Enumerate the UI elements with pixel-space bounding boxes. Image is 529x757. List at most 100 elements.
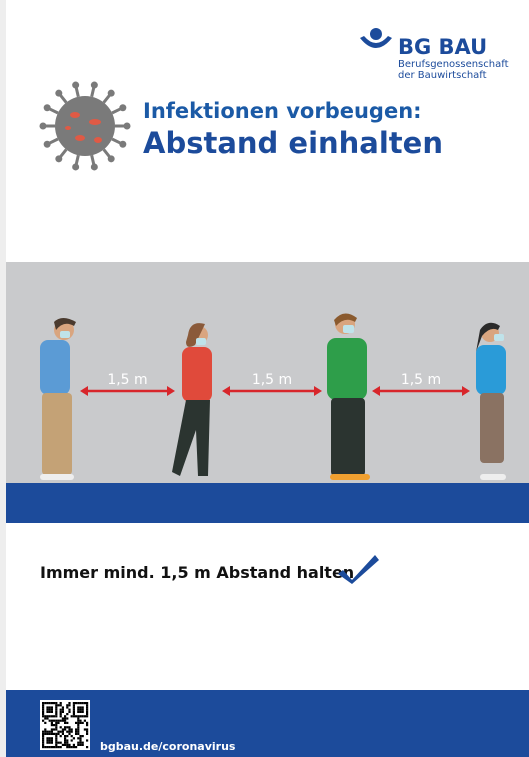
qr-module xyxy=(51,715,53,717)
qr-module xyxy=(77,744,79,746)
qr-module xyxy=(55,735,57,737)
qr-module xyxy=(75,728,77,730)
virus-spike-tip xyxy=(72,82,79,89)
qr-module xyxy=(86,733,88,735)
qr-module xyxy=(68,746,70,748)
qr-module xyxy=(86,728,88,730)
qr-module xyxy=(62,744,64,746)
qr-module xyxy=(68,704,70,706)
qr-module xyxy=(84,715,86,717)
qr-module xyxy=(55,720,57,722)
qr-module xyxy=(66,713,68,715)
qr-module xyxy=(82,715,84,717)
qr-module xyxy=(73,713,75,715)
qr-module xyxy=(66,726,68,728)
qr-module xyxy=(77,706,79,708)
qr-module xyxy=(60,711,62,713)
qr-module xyxy=(42,735,44,737)
qr-module xyxy=(44,702,46,704)
qr-module xyxy=(44,746,46,748)
qr-module xyxy=(66,704,68,706)
qr-module xyxy=(57,742,59,744)
qr-module xyxy=(49,746,51,748)
qr-module xyxy=(55,709,57,711)
qr-module xyxy=(60,731,62,733)
qr-module xyxy=(60,713,62,715)
qr-module xyxy=(82,744,84,746)
qr-module xyxy=(82,709,84,711)
qr-module xyxy=(55,704,57,706)
virus-spike-tip xyxy=(72,163,79,170)
qr-module xyxy=(51,711,53,713)
qr-module xyxy=(53,733,55,735)
qr-module xyxy=(53,702,55,704)
floor xyxy=(6,483,529,523)
qr-module xyxy=(62,731,64,733)
qr-module xyxy=(57,731,59,733)
qr-module xyxy=(44,722,46,724)
qr-module xyxy=(79,706,81,708)
qr-module xyxy=(73,737,75,739)
qr-module xyxy=(77,731,79,733)
qr-module xyxy=(51,731,53,733)
qr-module xyxy=(62,728,64,730)
virus-spike-tip xyxy=(119,104,126,111)
virus-spike-tip xyxy=(44,141,51,148)
qr-module xyxy=(51,728,53,730)
qr-module xyxy=(73,709,75,711)
qr-module xyxy=(82,711,84,713)
qr-module xyxy=(82,742,84,744)
qr-module xyxy=(73,715,75,717)
qr-module xyxy=(42,737,44,739)
qr-module xyxy=(53,720,55,722)
virus-spike-tip xyxy=(124,123,131,130)
qr-module xyxy=(68,711,70,713)
qr-module xyxy=(51,722,53,724)
virus-spike-tip xyxy=(108,155,115,162)
qr-module xyxy=(60,704,62,706)
qr-module xyxy=(49,709,51,711)
qr-module xyxy=(51,702,53,704)
qr-module xyxy=(82,706,84,708)
qr-module xyxy=(86,709,88,711)
virus-spike-tip xyxy=(108,90,115,97)
virus-spike-tip xyxy=(40,123,47,130)
qr-module xyxy=(51,742,53,744)
qr-module xyxy=(75,722,77,724)
qr-module xyxy=(66,739,68,741)
qr-module xyxy=(44,728,46,730)
qr-module xyxy=(60,742,62,744)
qr-module xyxy=(49,720,51,722)
qr-module xyxy=(86,706,88,708)
page-edge xyxy=(0,0,6,757)
qr-module xyxy=(68,733,70,735)
qr-module xyxy=(86,739,88,741)
qr-module xyxy=(46,711,48,713)
qr-module xyxy=(57,720,59,722)
qr-module xyxy=(75,715,77,717)
qr-module xyxy=(64,726,66,728)
qr-module xyxy=(71,731,73,733)
qr-module xyxy=(49,733,51,735)
qr-module xyxy=(44,715,46,717)
qr-module xyxy=(55,713,57,715)
qr-module xyxy=(46,702,48,704)
qr-module xyxy=(84,702,86,704)
qr-module xyxy=(71,715,73,717)
qr-module xyxy=(51,706,53,708)
qr-module xyxy=(42,711,44,713)
message: Immer mind. 1,5 m Abstand halten xyxy=(40,563,354,582)
title-line2: Abstand einhalten xyxy=(143,126,443,160)
qr-module xyxy=(49,737,51,739)
qr-module xyxy=(55,728,57,730)
qr-module xyxy=(53,746,55,748)
qr-module xyxy=(46,709,48,711)
qr-module xyxy=(82,735,84,737)
qr-module xyxy=(79,702,81,704)
qr-module xyxy=(55,726,57,728)
qr-module xyxy=(77,711,79,713)
distance-label: 1,5 m xyxy=(252,372,292,388)
qr-module xyxy=(55,746,57,748)
qr-module xyxy=(77,722,79,724)
qr-module xyxy=(71,735,73,737)
